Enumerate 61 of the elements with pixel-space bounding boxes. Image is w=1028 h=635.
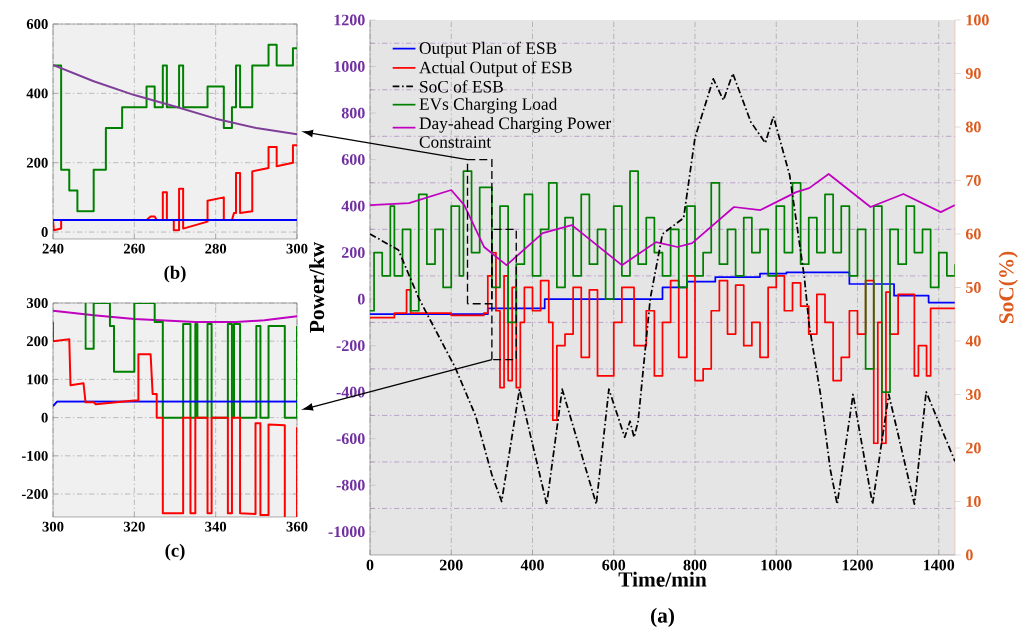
y-tick-label: 1200 xyxy=(334,14,365,26)
y-tick-label: 600 xyxy=(341,154,365,165)
y-tick-label: -800 xyxy=(336,479,365,491)
y-tick-label: 200 xyxy=(26,336,48,347)
y-tick-label: 0 xyxy=(357,293,365,305)
y2-tick-label: 60 xyxy=(965,228,981,240)
y2-tick-label: 0 xyxy=(966,549,973,561)
y-tick-label: 0 xyxy=(41,227,48,238)
text: (b) xyxy=(164,265,186,283)
y-tick-label: 100 xyxy=(27,374,48,385)
x-tick-label: 1200 xyxy=(842,559,873,571)
y-tick-label: 600 xyxy=(26,19,48,29)
x-tick-label: 1000 xyxy=(761,559,792,571)
y2-tick-label: 70 xyxy=(966,175,981,186)
x-tick-label: 320 xyxy=(123,521,145,532)
y-tick-label: 1000 xyxy=(334,61,365,72)
x-tick-label: 240 xyxy=(42,243,64,254)
y2-tick-label: 20 xyxy=(966,442,981,454)
y2-tick-label: 80 xyxy=(965,121,981,133)
legend-label: Day-ahead Charging Power Constraint xyxy=(419,116,612,148)
x-tick-label: 800 xyxy=(683,559,707,571)
y2-tick-label: 30 xyxy=(966,389,981,400)
text: (c) xyxy=(165,543,185,561)
y-tick-label: -200 xyxy=(21,489,48,500)
x-tick-label: 280 xyxy=(205,243,227,254)
text: (a) xyxy=(651,607,675,628)
x-tick-label: 600 xyxy=(602,559,626,571)
y-tick-label: 400 xyxy=(341,200,365,212)
y-tick-label: -200 xyxy=(336,340,365,352)
y-tick-label: 400 xyxy=(26,88,48,99)
y2-tick-label: 10 xyxy=(966,496,981,507)
x-tick-label: 360 xyxy=(286,521,308,532)
y-tick-label: -400 xyxy=(336,386,365,398)
y-tick-label: 200 xyxy=(26,157,48,168)
y-tick-label: 800 xyxy=(341,107,365,119)
legend-label: Output Plan of ESB xyxy=(419,41,557,58)
line-series xyxy=(53,63,297,136)
y2-tick-label: 50 xyxy=(966,282,981,293)
x-tick-label: 300 xyxy=(286,243,308,254)
y2-axis-title: SoC(%) xyxy=(998,251,1018,324)
x-tick-label: 340 xyxy=(205,521,227,532)
y2-tick-label: 90 xyxy=(965,68,981,79)
legend-label: SoC of ESB xyxy=(420,80,503,93)
x-axis-title: Time/min xyxy=(618,571,707,587)
y-tick-label: 300 xyxy=(26,298,48,308)
x-tick-label: 260 xyxy=(123,243,145,254)
x-tick-label: 0 xyxy=(366,559,374,571)
x-tick-label: 200 xyxy=(439,559,463,571)
legend-label: EVs Charging Load xyxy=(419,97,558,114)
line-series xyxy=(370,173,955,267)
y-tick-label: -100 xyxy=(21,450,48,461)
legend-label: Actual Output of ESB xyxy=(419,60,572,77)
line-series xyxy=(53,309,297,324)
y-tick-label: 0 xyxy=(41,412,48,423)
x-tick-label: 400 xyxy=(520,559,544,571)
y-axis-title: Power/kw xyxy=(309,241,325,333)
y2-tick-label: 100 xyxy=(966,14,989,26)
y2-tick-label: 40 xyxy=(965,335,981,347)
x-tick-label: 1400 xyxy=(924,559,955,571)
y-tick-label: -600 xyxy=(336,433,365,445)
y-tick-label: -1000 xyxy=(328,526,365,538)
